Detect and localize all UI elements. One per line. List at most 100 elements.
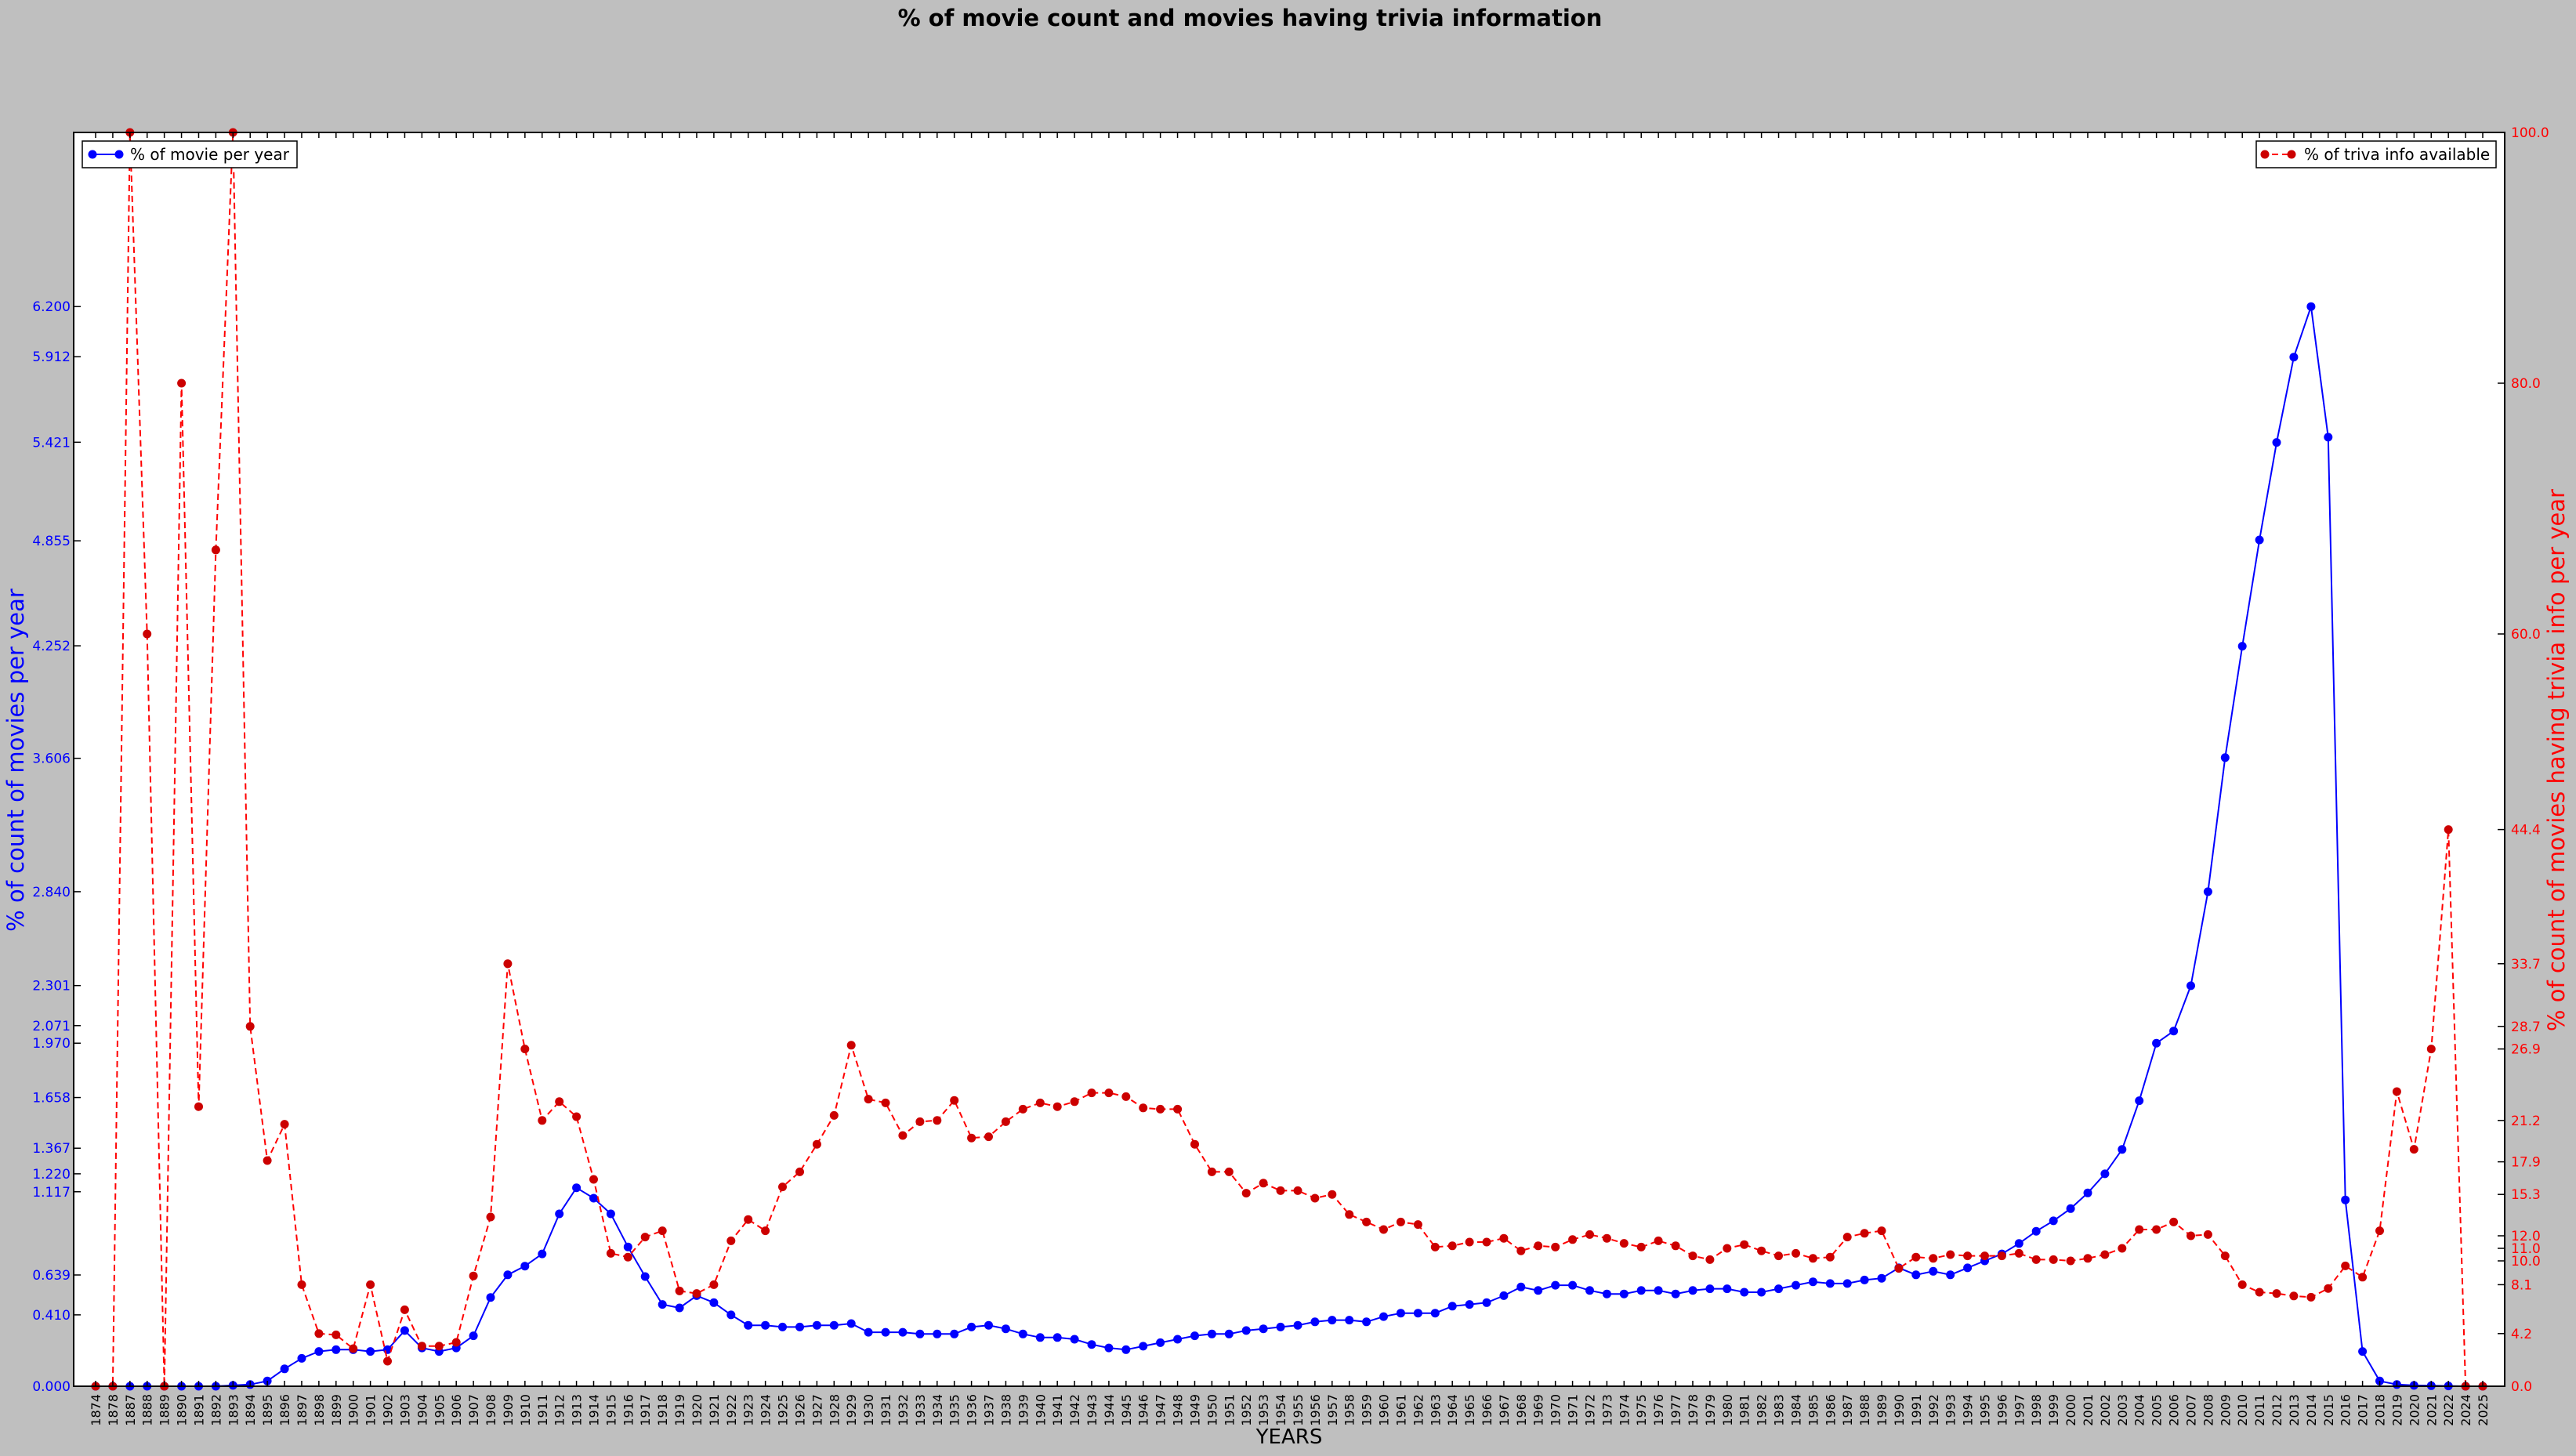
series-1-point [1018, 1104, 1027, 1114]
x-tick-label: 1985 [1806, 1394, 1821, 1426]
x-tick-label: 1891 [191, 1394, 206, 1426]
x-tick-label: 1996 [1994, 1394, 2009, 1426]
series-0-point [1688, 1286, 1697, 1295]
series-1-point [1207, 1167, 1216, 1176]
x-tick-label: 1937 [982, 1394, 997, 1426]
series-1-point [846, 1041, 856, 1050]
x-tick-label: 1922 [724, 1394, 739, 1426]
x-tick-label: 2016 [2339, 1394, 2353, 1426]
x-tick-label: 1892 [208, 1394, 223, 1426]
series-1-point [1825, 1252, 1835, 1262]
series-0-point [1842, 1279, 1852, 1288]
series-1-point [1980, 1251, 1989, 1261]
series-1-point [1723, 1244, 1732, 1253]
series-0-point [332, 1345, 341, 1354]
x-tick-label: 2025 [2476, 1394, 2491, 1426]
series-1-point [177, 378, 187, 388]
series-0-point [297, 1353, 306, 1363]
x-tick-label: 1993 [1944, 1394, 1958, 1426]
series-0-point [950, 1329, 959, 1338]
series-1-point [1740, 1240, 1749, 1249]
x-tick-label: 1968 [1514, 1394, 1529, 1426]
series-1-point [1173, 1104, 1183, 1114]
series-0-point [1413, 1309, 1422, 1318]
series-0-point [1671, 1289, 1680, 1298]
series-1-point [1104, 1088, 1114, 1098]
series-0-point [555, 1209, 564, 1219]
y-right-tick-label: 100.0 [2511, 125, 2549, 141]
series-1-point [1430, 1242, 1440, 1251]
y-left-tick-label: 2.840 [32, 885, 71, 900]
series-0-point [933, 1329, 942, 1338]
series-1-point [709, 1280, 719, 1289]
x-tick-label: 1915 [603, 1394, 618, 1426]
y-right-tick-label: 10.0 [2511, 1254, 2541, 1269]
x-tick-label: 1976 [1651, 1394, 1666, 1426]
x-tick-label: 1987 [1840, 1394, 1855, 1426]
series-0-point [1929, 1266, 1938, 1276]
series-0-point [1808, 1277, 1817, 1287]
series-0-point [1001, 1324, 1010, 1334]
series-1-point [1087, 1088, 1096, 1098]
series-0-point [2220, 753, 2230, 762]
y-left-tick-label: 1.220 [32, 1167, 71, 1183]
x-tick-label: 2015 [2321, 1394, 2336, 1426]
series-1-point [366, 1280, 375, 1289]
x-tick-label: 1943 [1085, 1394, 1100, 1426]
series-0-point [1207, 1329, 1216, 1338]
series-0-point [778, 1322, 787, 1331]
series-0-point [623, 1242, 632, 1251]
series-1-point [658, 1226, 667, 1236]
x-tick-label: 1983 [1772, 1394, 1787, 1426]
y-left-tick-label: 0.000 [32, 1379, 71, 1395]
series-1-point [2358, 1273, 2368, 1282]
y-left-tick-label: 0.639 [32, 1268, 71, 1284]
series-0-point [1276, 1322, 1285, 1331]
x-tick-label: 2024 [2458, 1394, 2473, 1426]
x-tick-label: 1959 [1360, 1394, 1375, 1426]
x-tick-label: 1939 [1016, 1394, 1031, 1426]
y-right-tick-label: 26.9 [2511, 1042, 2541, 1058]
x-tick-label: 1986 [1823, 1394, 1838, 1426]
x-tick-label: 1966 [1480, 1394, 1495, 1426]
series-1-point [1688, 1251, 1697, 1261]
y-left-tick-label: 5.421 [32, 435, 71, 451]
x-tick-label: 2018 [2373, 1394, 2388, 1426]
x-tick-label: 2020 [2407, 1394, 2422, 1426]
series-0-point [1825, 1279, 1835, 1288]
series-0-point [1774, 1284, 1783, 1294]
x-tick-label: 1932 [896, 1394, 911, 1426]
x-tick-label: 1969 [1531, 1394, 1546, 1426]
series-0-point [2152, 1038, 2161, 1048]
legend-left: % of movie per year [82, 140, 298, 168]
series-0-point [1241, 1326, 1251, 1335]
y-right-tick-label: 80.0 [2511, 376, 2541, 392]
series-1-point [1328, 1190, 1337, 1199]
x-tick-label: 1988 [1857, 1394, 1872, 1426]
y-right-tick-label: 33.7 [2511, 957, 2541, 972]
series-1-point [245, 1022, 255, 1031]
y-right-tick-label: 15.3 [2511, 1187, 2541, 1203]
series-1-point [2152, 1225, 2161, 1234]
series-1-point [486, 1212, 495, 1222]
legend-right-label: % of triva info available [2304, 145, 2490, 164]
series-0-point [812, 1320, 821, 1330]
x-tick-label: 2021 [2424, 1394, 2439, 1426]
x-tick-label: 1927 [810, 1394, 824, 1426]
series-0-point [1070, 1335, 1079, 1344]
series-0-point [503, 1270, 513, 1280]
x-tick-label: 1918 [655, 1394, 670, 1426]
series-1-point [795, 1167, 804, 1176]
series-1-point [1963, 1251, 1973, 1261]
x-tick-label: 1941 [1050, 1394, 1065, 1426]
x-tick-label: 1949 [1187, 1394, 1202, 1426]
series-0-point [2049, 1216, 2058, 1226]
x-tick-label: 1896 [277, 1394, 292, 1426]
series-1-point [1757, 1246, 1766, 1255]
series-1-point [1551, 1242, 1560, 1251]
series-1-point [263, 1156, 272, 1165]
series-0-point [2100, 1169, 2110, 1179]
x-tick-label: 2001 [2081, 1394, 2096, 1426]
x-tick-label: 1945 [1119, 1394, 1134, 1426]
series-0-point [1551, 1280, 1560, 1290]
